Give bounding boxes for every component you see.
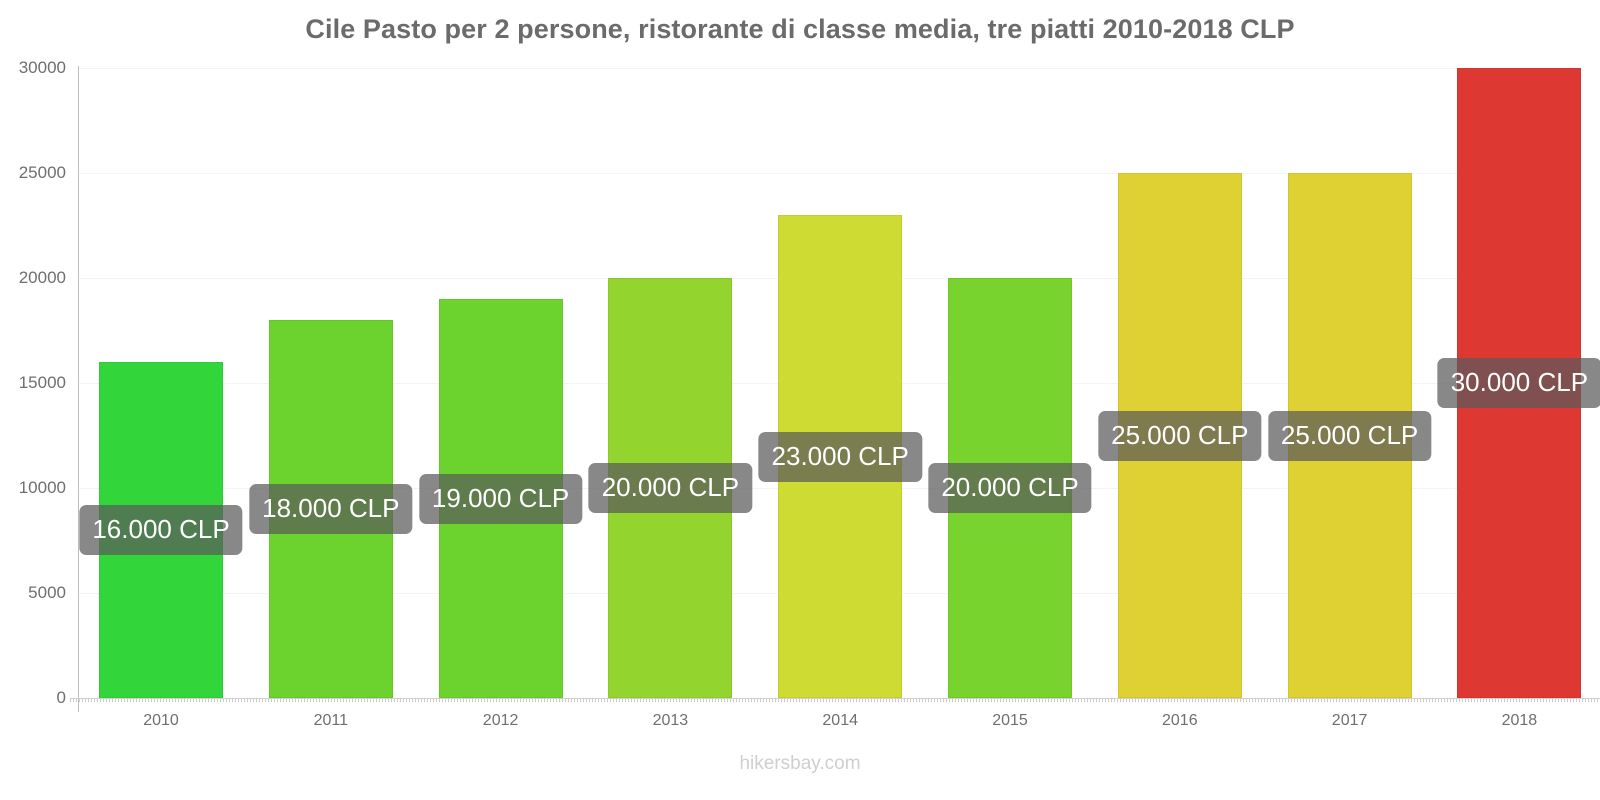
bar-value-label: 25.000 CLP — [1267, 410, 1432, 461]
x-axis-hatch — [70, 699, 1600, 702]
page-title: Cile Pasto per 2 persone, ristorante di … — [305, 14, 1295, 44]
bar-value-label: 18.000 CLP — [249, 484, 413, 534]
bar-value-label: 30.000 CLP — [1437, 358, 1600, 408]
bar-value-label: 23.000 CLP — [758, 431, 922, 482]
x-axis-tick-label: 2014 — [822, 712, 858, 729]
bar-slot — [948, 68, 1072, 698]
y-axis-line — [78, 66, 79, 712]
y-axis-tick-label: 0 — [56, 688, 66, 707]
bar-value-label: 20.000 CLP — [928, 463, 1092, 513]
y-axis-tick-label: 20000 — [18, 268, 66, 287]
bar-value-label: 20.000 CLP — [588, 463, 753, 513]
x-axis-tick-label: 2018 — [1501, 712, 1538, 729]
bar-slot — [608, 68, 733, 698]
y-axis-tick-label: 15000 — [18, 373, 66, 392]
y-axis-tick-label: 10000 — [18, 478, 66, 497]
bar-slot — [1117, 68, 1242, 698]
x-axis-tick-label: 2016 — [1162, 712, 1198, 729]
bar-slot — [1287, 68, 1412, 698]
bar-slot — [99, 68, 223, 698]
y-axis-tick-label: 25000 — [18, 163, 66, 182]
x-axis-tick-label: 2013 — [652, 712, 689, 729]
x-axis-line — [70, 698, 1600, 699]
bar-value-label: 25.000 CLP — [1098, 410, 1262, 461]
gridline — [78, 68, 1576, 69]
bar-value-label: 19.000 CLP — [418, 473, 583, 524]
footer-credit: hikersbay.com — [739, 753, 861, 774]
x-axis-tick-label: 2011 — [313, 712, 348, 729]
plot-area: 16.000 CLP 18.000 CLP 19.000 CLP 20.000 CLP… — [78, 68, 1600, 698]
x-axis-tick-label: 2012 — [482, 712, 519, 729]
x-axis-tick-label: 2010 — [143, 712, 179, 729]
y-axis-tick-label: 5000 — [28, 583, 66, 602]
y-axis-tick-label: 30000 — [18, 58, 66, 77]
bar-slot — [268, 68, 393, 698]
bar-slot — [438, 68, 563, 698]
bar-value-label: 16.000 CLP — [79, 505, 243, 555]
x-axis-tick-label: 2017 — [1331, 712, 1368, 729]
x-axis-tick-label: 2015 — [992, 712, 1028, 729]
gridline — [78, 173, 1576, 174]
bar-slot — [778, 68, 903, 698]
